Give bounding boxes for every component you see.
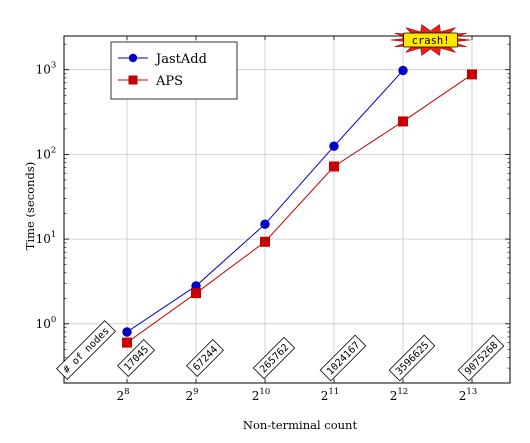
y-tick-label: 100 <box>36 315 57 331</box>
legend-box <box>110 41 238 100</box>
x-tick-exponent: 8 <box>124 387 129 397</box>
data-point-aps <box>122 337 132 348</box>
x-axis-label: Non-terminal count <box>243 418 358 432</box>
x-tick-base: 2 <box>185 389 193 403</box>
data-point-aps <box>191 288 201 299</box>
node-count-label-frame <box>457 334 505 382</box>
node-count-label: 9075268 <box>463 340 501 378</box>
node-count-label-frame <box>388 334 436 382</box>
series-layer <box>122 65 477 348</box>
legend-marker-aps <box>128 75 138 85</box>
crash-label-box <box>403 32 459 48</box>
x-tick-label: 213 <box>459 387 477 403</box>
x-tick-label: 212 <box>390 387 408 403</box>
node-count-label-frame <box>186 339 224 377</box>
annotation-layer: crash! <box>390 24 471 56</box>
data-point-jastadd <box>122 327 132 337</box>
legend-label-jastadd: JastAdd <box>154 52 207 67</box>
legend-label-aps: APS <box>155 74 183 89</box>
y-tick-exponent: 2 <box>51 145 56 155</box>
x-tick-base: 2 <box>116 389 124 403</box>
y-tick-label: 103 <box>36 61 57 77</box>
y-tick-base: 10 <box>36 147 51 161</box>
node-count-label-frame <box>252 336 296 380</box>
data-point-aps <box>467 69 477 80</box>
x-tick-exponent: 10 <box>259 387 270 397</box>
x-tick-label: 28 <box>116 387 129 403</box>
y-axis-label: Time (seconds) <box>23 162 37 250</box>
node-count-label-box: 9075268 <box>457 334 505 382</box>
y-tick-base: 10 <box>36 232 51 246</box>
y-tick-exponent: 3 <box>51 61 56 71</box>
node-count-label-frame <box>319 334 367 382</box>
x-tick-base: 2 <box>390 389 398 403</box>
node-count-label: 3596625 <box>394 340 432 378</box>
data-point-aps <box>398 116 408 127</box>
x-tick-base: 2 <box>252 389 260 403</box>
legend: JastAdd APS <box>110 41 238 100</box>
x-tick-exponent: 13 <box>466 387 477 397</box>
y-tick-label: 101 <box>36 230 57 246</box>
data-point-aps <box>329 161 339 172</box>
node-count-header-box: # of nodes <box>56 320 116 380</box>
x-tick-base: 2 <box>321 389 329 403</box>
legend-marker-jastadd <box>128 53 138 63</box>
x-tick-exponent: 12 <box>397 387 408 397</box>
node-count-label-frame <box>117 339 155 377</box>
y-tick-base: 10 <box>36 317 51 331</box>
node-count-label-box: 1024167 <box>319 334 367 382</box>
node-count-header-frame <box>56 320 116 380</box>
data-point-aps <box>260 236 270 247</box>
data-point-jastadd <box>329 141 339 151</box>
data-point-jastadd <box>260 219 270 229</box>
y-tick-base: 10 <box>36 63 51 77</box>
node-count-label-box: 67244 <box>186 339 224 377</box>
node-count-label-box: 265762 <box>252 336 296 380</box>
y-tick-exponent: 1 <box>51 230 56 240</box>
data-point-jastadd <box>398 65 408 76</box>
node-count-label-box: 3596625 <box>388 334 436 382</box>
x-tick-exponent: 11 <box>328 387 339 397</box>
x-tick-label: 211 <box>321 387 339 403</box>
node-count-header: # of nodes <box>62 326 112 376</box>
x-tick-exponent: 9 <box>193 387 198 397</box>
series-line-aps <box>126 73 473 343</box>
crash-label: crash! <box>412 35 450 47</box>
x-tick-label: 29 <box>185 387 198 403</box>
node-count-label: 1024167 <box>325 340 363 378</box>
y-tick-exponent: 0 <box>51 315 56 325</box>
x-tick-base: 2 <box>459 389 467 403</box>
y-tick-label: 102 <box>36 145 57 161</box>
x-tick-label: 210 <box>252 387 270 403</box>
plot-frame <box>63 35 511 384</box>
